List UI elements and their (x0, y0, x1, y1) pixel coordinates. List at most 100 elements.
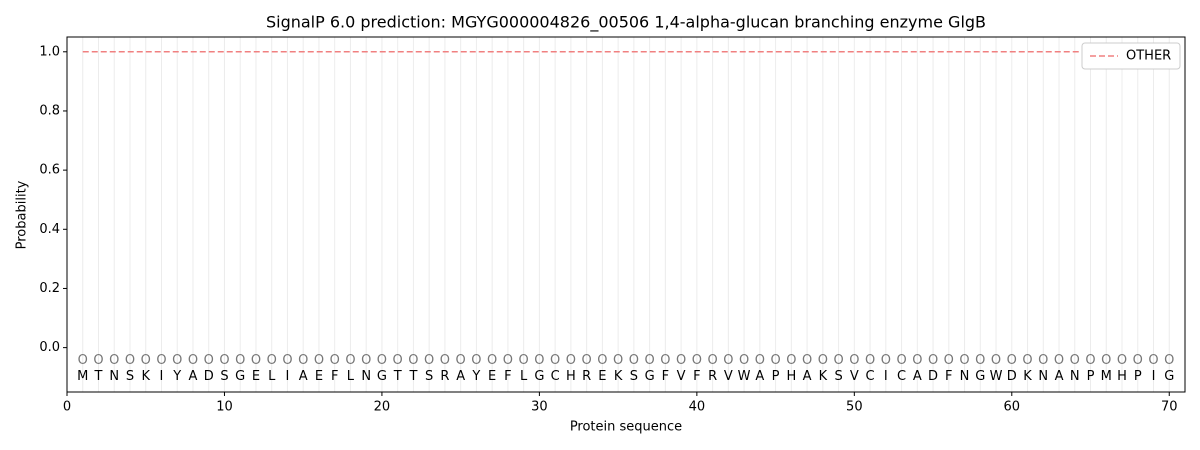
residue-label: N (1070, 369, 1080, 384)
state-label: O (125, 353, 135, 368)
legend-label: OTHER (1126, 49, 1171, 64)
state-label: O (1148, 353, 1158, 368)
state-label: O (865, 353, 875, 368)
state-label: O (1164, 353, 1174, 368)
state-label: O (912, 353, 922, 368)
state-label: O (1038, 353, 1048, 368)
state-label: O (109, 353, 119, 368)
residue-label: H (566, 369, 576, 384)
state-label: O (456, 353, 466, 368)
residue-label: S (834, 369, 842, 384)
residue-label: P (1134, 369, 1142, 384)
state-label: O (503, 353, 513, 368)
residue-label: E (598, 369, 606, 384)
residue-label: L (347, 369, 355, 384)
residue-label: A (913, 369, 922, 384)
residue-label: R (440, 369, 449, 384)
residue-label: K (1023, 369, 1032, 384)
state-label: O (534, 353, 544, 368)
residue-label: Y (471, 369, 480, 384)
state-label: O (991, 353, 1001, 368)
residue-label: G (1164, 369, 1174, 384)
residue-label: R (582, 369, 591, 384)
residue-label: N (960, 369, 970, 384)
state-label: O (345, 353, 355, 368)
residue-label: G (645, 369, 655, 384)
residue-label: F (693, 369, 700, 384)
residue-label: A (1055, 369, 1064, 384)
state-label: O (314, 353, 324, 368)
state-label: O (833, 353, 843, 368)
state-label: O (818, 353, 828, 368)
state-label: O (1117, 353, 1127, 368)
y-tick-label: 1.0 (39, 44, 60, 59)
state-label: O (424, 353, 434, 368)
residue-label: I (160, 369, 164, 384)
residue-label: A (456, 369, 465, 384)
state-label: O (519, 353, 529, 368)
residue-label: S (220, 369, 228, 384)
x-tick-label: 60 (1004, 400, 1021, 415)
residue-label: I (884, 369, 888, 384)
residue-label: G (235, 369, 245, 384)
residue-label: E (252, 369, 260, 384)
residue-label: T (408, 369, 417, 384)
state-label: O (471, 353, 481, 368)
state-label: O (770, 353, 780, 368)
state-label: O (676, 353, 686, 368)
y-tick-label: 0.2 (39, 281, 60, 296)
residue-label: K (614, 369, 623, 384)
state-label: O (692, 353, 702, 368)
residue-label: W (990, 369, 1003, 384)
state-label: O (660, 353, 670, 368)
x-axis-label: Protein sequence (570, 420, 682, 435)
residue-label: E (488, 369, 496, 384)
residue-label: F (331, 369, 338, 384)
residue-label: N (361, 369, 371, 384)
state-label: O (597, 353, 607, 368)
x-tick-label: 30 (531, 400, 548, 415)
residue-label: H (786, 369, 796, 384)
residue-label: E (315, 369, 323, 384)
residue-label: K (141, 369, 150, 384)
residue-label: Y (172, 369, 181, 384)
residue-label: V (724, 369, 733, 384)
residue-label: L (520, 369, 528, 384)
state-label: O (1007, 353, 1017, 368)
state-label: O (408, 353, 418, 368)
state-label: O (1133, 353, 1143, 368)
state-label: O (739, 353, 749, 368)
state-label: O (141, 353, 151, 368)
state-label: O (566, 353, 576, 368)
plot-frame (66, 36, 1186, 393)
residue-label: C (866, 369, 875, 384)
residue-label: P (1087, 369, 1095, 384)
state-label: O (156, 353, 166, 368)
state-label: O (440, 353, 450, 368)
residue-label: I (1152, 369, 1156, 384)
residue-label: C (897, 369, 906, 384)
state-label: O (802, 353, 812, 368)
state-label: O (959, 353, 969, 368)
state-label: O (944, 353, 954, 368)
state-label: O (707, 353, 717, 368)
state-label: O (377, 353, 387, 368)
state-label: O (330, 353, 340, 368)
state-label: O (582, 353, 592, 368)
residue-label: D (1007, 369, 1017, 384)
state-label: O (613, 353, 623, 368)
state-label: O (298, 353, 308, 368)
residue-label: S (630, 369, 638, 384)
residue-label: C (551, 369, 560, 384)
state-label: O (645, 353, 655, 368)
state-label: O (786, 353, 796, 368)
residue-label: H (1117, 369, 1127, 384)
residue-label: G (377, 369, 387, 384)
state-label: O (235, 353, 245, 368)
state-label: O (1101, 353, 1111, 368)
state-label: O (78, 353, 88, 368)
residue-label: A (755, 369, 764, 384)
y-axis-label: Probability (15, 180, 30, 249)
residue-label: G (534, 369, 544, 384)
